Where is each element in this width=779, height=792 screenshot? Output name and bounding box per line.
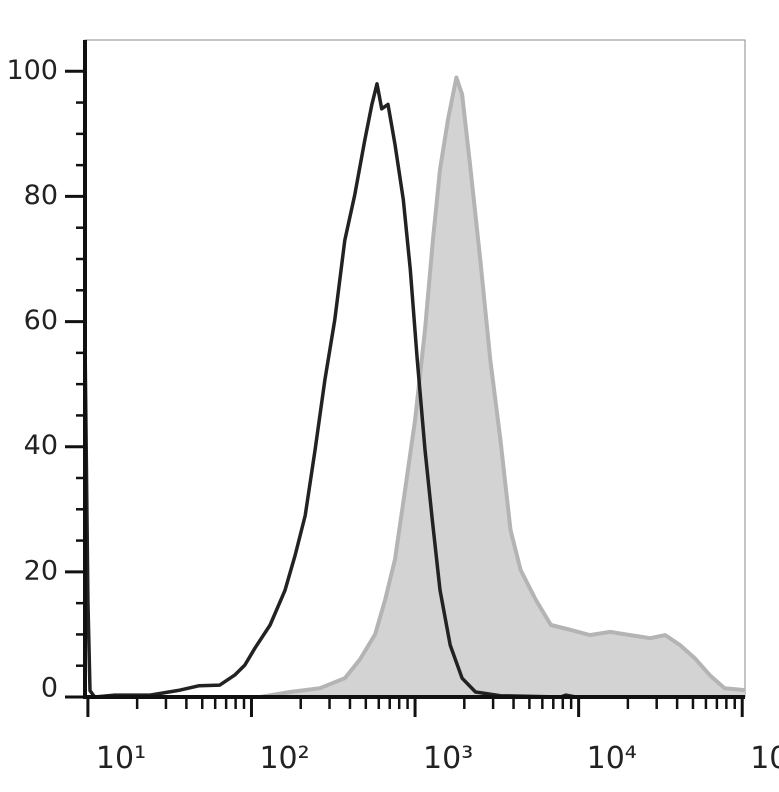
histogram-outline xyxy=(259,75,745,697)
x-tick-label: 10³ xyxy=(423,741,473,776)
histogram-line xyxy=(85,82,577,697)
y-tick-label: 0 xyxy=(41,673,58,704)
y-tick-label: 100 xyxy=(6,55,58,86)
y-tick-label: 20 xyxy=(24,555,58,586)
x-tick-label: 10² xyxy=(259,741,309,776)
filled-histogram xyxy=(260,77,745,697)
x-tick-label: 10¹ xyxy=(96,741,146,776)
x-tick-label: 10⁴ xyxy=(587,741,637,776)
curves xyxy=(85,75,745,697)
y-tick-label: 80 xyxy=(24,180,58,211)
x-tick-label: 10⁵ xyxy=(750,741,779,776)
y-tick-label: 60 xyxy=(24,305,58,336)
y-tick-label: 40 xyxy=(24,430,58,461)
axes: 0 20 40 60 80 100 10¹ 10² 10³ 10⁴ 10⁵ xyxy=(6,40,779,776)
